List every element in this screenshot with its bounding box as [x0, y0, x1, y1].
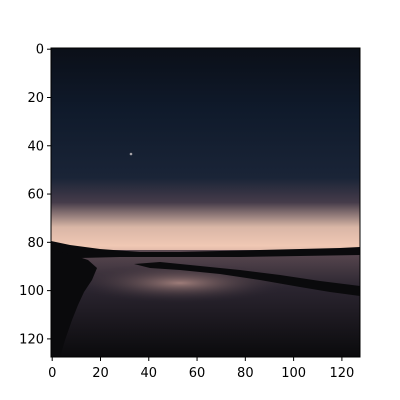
y-tick-label: 100 [19, 284, 44, 299]
x-tick-label: 100 [281, 366, 306, 381]
heatmap-image [51, 48, 360, 357]
x-tick-label: 60 [189, 366, 206, 381]
x-axis: 0 20 40 60 80 100 120 [48, 357, 354, 381]
image-left-foreground [51, 250, 97, 357]
x-tick-label: 0 [48, 366, 56, 381]
y-tick-label: 60 [27, 188, 44, 203]
y-tick-label: 20 [27, 91, 44, 106]
y-tick-label: 40 [27, 139, 44, 154]
image-far-shoreline [51, 241, 360, 259]
x-tick-label: 40 [140, 366, 157, 381]
y-tick-label: 120 [19, 332, 44, 347]
plot-frame [50, 47, 361, 358]
y-axis: 0 20 40 60 80 100 120 [19, 43, 51, 347]
y-tick-label: 0 [36, 43, 44, 58]
image-sand-spit [134, 262, 360, 296]
image-star [129, 152, 133, 156]
y-tick-label: 80 [27, 236, 44, 251]
x-tick-label: 80 [237, 366, 254, 381]
x-tick-label: 120 [329, 366, 354, 381]
x-tick-label: 20 [92, 366, 109, 381]
